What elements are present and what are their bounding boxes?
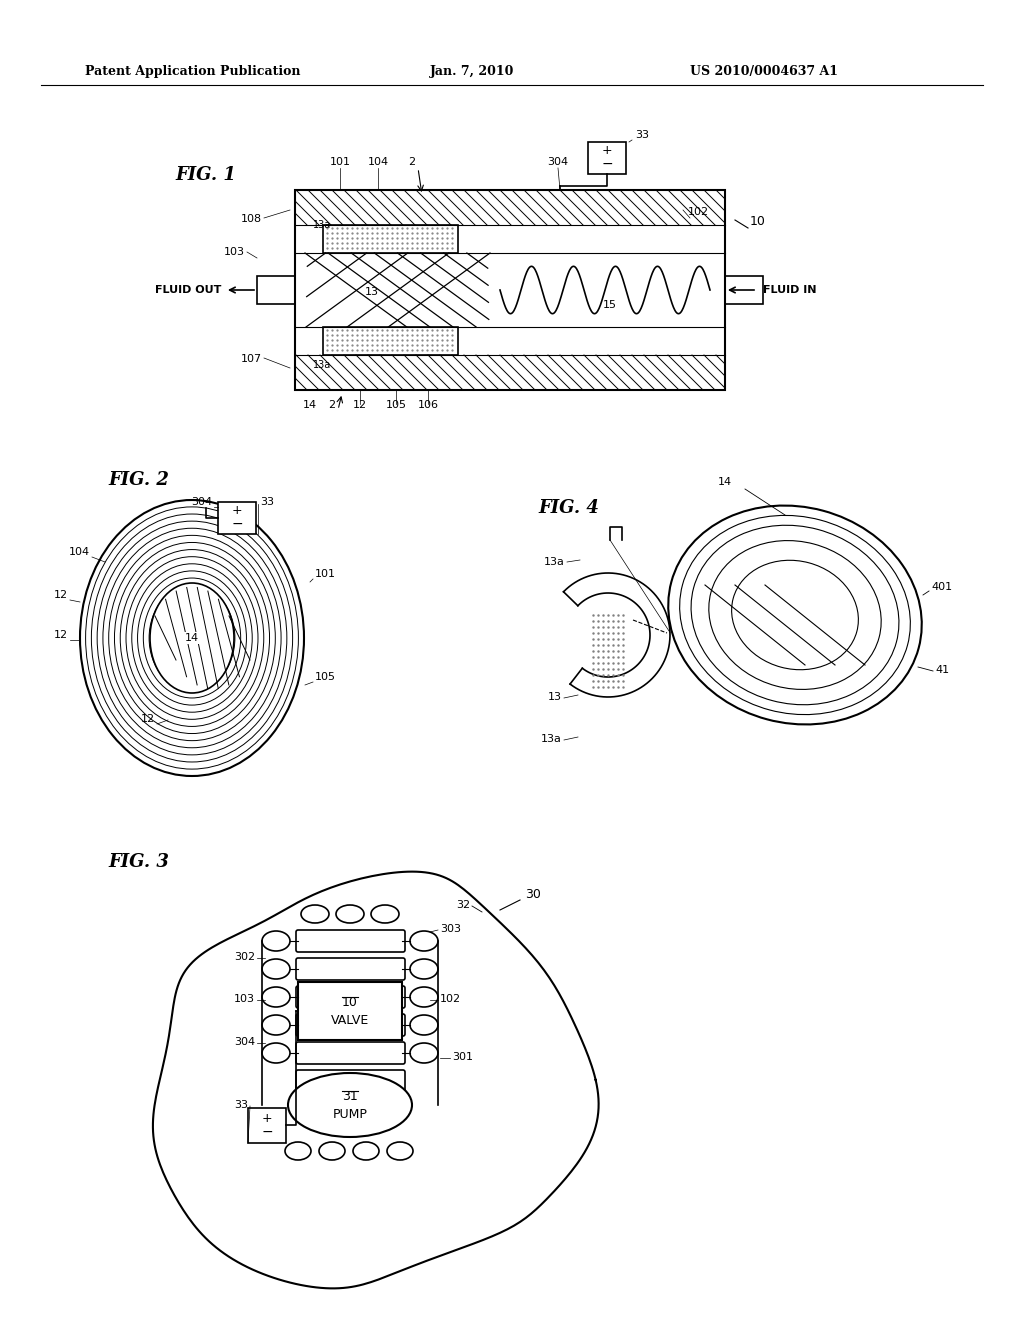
Text: 13a: 13a <box>313 220 331 230</box>
FancyBboxPatch shape <box>296 1014 406 1036</box>
Text: 2: 2 <box>329 400 336 411</box>
Text: 104: 104 <box>368 157 388 168</box>
Text: Jan. 7, 2010: Jan. 7, 2010 <box>430 66 514 78</box>
Ellipse shape <box>262 931 290 950</box>
Ellipse shape <box>410 1015 438 1035</box>
Text: 102: 102 <box>440 994 461 1005</box>
Text: 12: 12 <box>54 630 68 640</box>
Ellipse shape <box>288 1073 412 1137</box>
Text: 30: 30 <box>525 888 541 902</box>
Text: FIG. 4: FIG. 4 <box>538 499 599 517</box>
Text: 101: 101 <box>315 569 336 579</box>
Text: 15: 15 <box>603 300 617 310</box>
Text: 33: 33 <box>635 129 649 140</box>
Ellipse shape <box>410 960 438 979</box>
Bar <box>295 190 725 389</box>
Text: −: − <box>261 1125 272 1139</box>
Text: 304: 304 <box>548 157 568 168</box>
Text: 12: 12 <box>54 590 68 601</box>
Text: 14: 14 <box>185 634 199 643</box>
Ellipse shape <box>410 931 438 950</box>
Ellipse shape <box>80 500 304 776</box>
Ellipse shape <box>150 583 234 693</box>
Text: 14: 14 <box>718 477 732 487</box>
Bar <box>323 327 458 355</box>
FancyBboxPatch shape <box>296 931 406 952</box>
Text: 104: 104 <box>69 546 90 557</box>
Text: 101: 101 <box>330 157 350 168</box>
Bar <box>257 276 295 304</box>
Text: 108: 108 <box>241 214 262 224</box>
Ellipse shape <box>262 987 290 1007</box>
Text: 303: 303 <box>440 924 461 935</box>
FancyBboxPatch shape <box>296 1071 406 1092</box>
Ellipse shape <box>301 906 329 923</box>
Ellipse shape <box>262 960 290 979</box>
Text: 302: 302 <box>233 952 255 962</box>
Text: 13: 13 <box>548 692 562 702</box>
Text: US 2010/0004637 A1: US 2010/0004637 A1 <box>690 66 838 78</box>
Ellipse shape <box>353 1142 379 1160</box>
Text: 103: 103 <box>224 247 245 257</box>
Text: 14: 14 <box>303 400 317 411</box>
Bar <box>298 982 402 1040</box>
Text: 33: 33 <box>234 1100 248 1110</box>
Text: 301: 301 <box>452 1052 473 1063</box>
Ellipse shape <box>336 906 364 923</box>
Text: FIG. 1: FIG. 1 <box>175 166 236 183</box>
Text: −: − <box>601 157 612 172</box>
Ellipse shape <box>371 906 399 923</box>
Ellipse shape <box>262 1015 290 1035</box>
Text: 2: 2 <box>409 157 416 168</box>
Text: 103: 103 <box>234 994 255 1005</box>
Ellipse shape <box>285 1142 311 1160</box>
Text: 32: 32 <box>456 900 470 909</box>
Ellipse shape <box>410 1043 438 1063</box>
Text: 13a: 13a <box>544 557 565 568</box>
Text: PUMP: PUMP <box>333 1109 368 1122</box>
Text: 31: 31 <box>342 1090 357 1104</box>
Text: 12: 12 <box>353 400 367 411</box>
Text: 102: 102 <box>688 207 710 216</box>
Text: 105: 105 <box>385 400 407 411</box>
Text: 12: 12 <box>141 714 155 723</box>
Text: VALVE: VALVE <box>331 1015 369 1027</box>
FancyBboxPatch shape <box>296 1041 406 1064</box>
Text: +: + <box>262 1113 272 1126</box>
Text: FIG. 2: FIG. 2 <box>108 471 169 488</box>
Text: 33: 33 <box>260 498 274 507</box>
Ellipse shape <box>262 1043 290 1063</box>
Text: 13: 13 <box>365 286 379 297</box>
Text: FLUID IN: FLUID IN <box>763 285 816 294</box>
Text: +: + <box>602 144 612 157</box>
Text: +: + <box>231 504 243 517</box>
Text: 105: 105 <box>315 672 336 682</box>
Text: 10: 10 <box>342 997 358 1010</box>
Text: 13a: 13a <box>313 360 331 370</box>
Text: FIG. 3: FIG. 3 <box>108 853 169 871</box>
Bar <box>323 224 458 253</box>
Text: 304: 304 <box>233 1038 255 1047</box>
Text: FLUID OUT: FLUID OUT <box>155 285 221 294</box>
Text: 106: 106 <box>418 400 438 411</box>
Bar <box>218 502 256 535</box>
Text: 304: 304 <box>190 498 212 507</box>
Ellipse shape <box>669 506 922 725</box>
Text: Patent Application Publication: Patent Application Publication <box>85 66 300 78</box>
Text: 107: 107 <box>241 354 262 364</box>
Text: 41: 41 <box>935 665 949 675</box>
Bar <box>588 143 626 174</box>
Bar <box>725 276 763 304</box>
Text: 401: 401 <box>931 582 952 591</box>
Ellipse shape <box>319 1142 345 1160</box>
Text: 10: 10 <box>750 215 766 228</box>
Ellipse shape <box>410 987 438 1007</box>
Bar <box>248 1107 286 1143</box>
Text: −: − <box>231 517 243 531</box>
FancyBboxPatch shape <box>296 958 406 979</box>
Ellipse shape <box>387 1142 413 1160</box>
FancyBboxPatch shape <box>296 986 406 1008</box>
Text: 13a: 13a <box>541 734 562 744</box>
